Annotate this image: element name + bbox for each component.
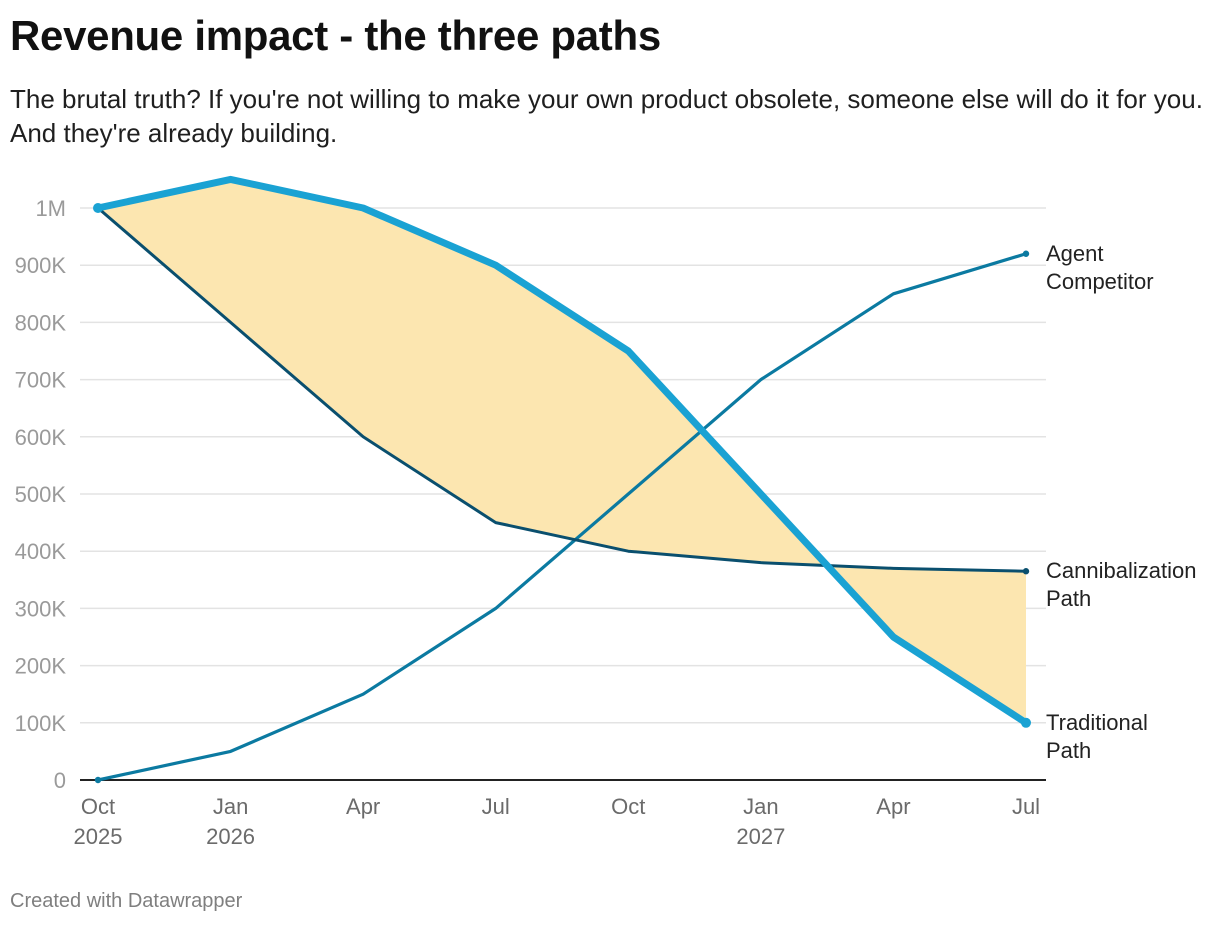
chart-subtitle: The brutal truth? If you're not willing …: [10, 84, 1203, 148]
x-tick-label: Jan: [743, 794, 778, 819]
x-tick-label: Jan: [213, 794, 248, 819]
y-tick-label: 700K: [15, 368, 67, 393]
x-tick-label: Jul: [482, 794, 510, 819]
series-label-agent-competitor: Agent Competitor: [1046, 241, 1154, 294]
series-line-cannibalization-path: [96, 206, 1028, 573]
series-line-traditional-path: [94, 175, 1030, 727]
series-labels: Traditional Path Cannibalization Path Agent C…: [1046, 241, 1196, 763]
y-tick-label: 0: [54, 768, 66, 793]
y-tick-label: 400K: [15, 539, 67, 564]
y-tick-label: 600K: [15, 425, 67, 450]
y-tick-label: 100K: [15, 711, 67, 736]
series-label-traditional-path: Traditional Path: [1046, 710, 1148, 763]
x-tick-label: Oct: [611, 794, 645, 819]
series-line-agent-competitor: [96, 252, 1028, 782]
y-axis: 0 100K 200K 300K 400K 500K 600K 700K 800K 900K 1M: [15, 196, 67, 793]
series-lines: [93, 175, 1031, 784]
data-point-agent-competitor: [1022, 250, 1030, 257]
y-tick-label: 500K: [15, 482, 67, 507]
gap-area: [98, 179, 1026, 723]
x-tick-label: Apr: [876, 794, 910, 819]
x-tick-label: Apr: [346, 794, 380, 819]
data-point-traditional-path: [1021, 717, 1031, 728]
data-point-cannibalization-path: [1022, 568, 1030, 575]
data-point-agent-competitor: [94, 776, 102, 784]
credit-footer: Created with Datawrapper: [10, 890, 243, 912]
chart-title: Revenue impact - the three paths: [10, 12, 661, 59]
gap-fill-area: [98, 179, 1026, 723]
series-label-cannibalization-path: Cannibalization Path: [1046, 558, 1196, 611]
y-tick-label: 900K: [15, 253, 67, 278]
y-tick-label: 300K: [15, 596, 67, 621]
x-tick-year-label: 2026: [206, 824, 255, 849]
x-tick-label: Jul: [1012, 794, 1040, 819]
x-tick-year-label: 2027: [736, 824, 785, 849]
data-point-traditional-path: [93, 203, 103, 213]
y-tick-label: 1M: [35, 196, 66, 221]
x-axis: Oct 2025 Jan 2026 Apr Jul Oct Jan 2027 Apr Jul: [74, 779, 1046, 849]
x-tick-year-label: 2025: [74, 824, 123, 849]
x-tick-label: Oct: [81, 794, 115, 819]
y-tick-label: 200K: [15, 654, 67, 679]
y-tick-label: 800K: [15, 310, 67, 335]
